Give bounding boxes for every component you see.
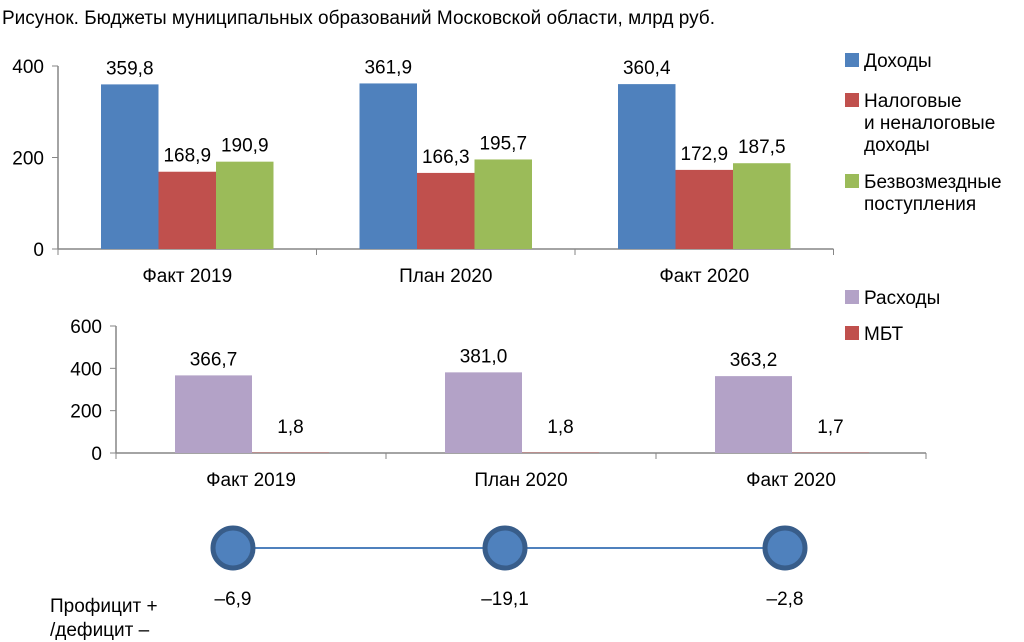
legend-label: МБТ bbox=[864, 324, 903, 345]
data-label: 366,7 bbox=[190, 349, 238, 370]
y-tick-label: 400 bbox=[70, 359, 102, 380]
bar bbox=[359, 83, 417, 249]
bar bbox=[445, 372, 522, 453]
bar bbox=[417, 172, 475, 249]
legend-label: поступления bbox=[864, 194, 976, 215]
x-tick-label: Факт 2020 bbox=[746, 470, 836, 491]
data-label: 1,7 bbox=[817, 417, 843, 438]
y-tick-label: 600 bbox=[70, 317, 102, 338]
legend-label: и неналоговые bbox=[864, 113, 995, 134]
bar bbox=[216, 161, 274, 249]
x-tick-label: План 2020 bbox=[474, 470, 567, 491]
bar bbox=[101, 84, 159, 249]
data-label: 381,0 bbox=[460, 346, 508, 367]
bar bbox=[618, 84, 676, 249]
y-tick-label: 200 bbox=[12, 149, 44, 170]
x-tick-label: Факт 2020 bbox=[659, 266, 749, 287]
y-tick-label: 0 bbox=[91, 444, 102, 465]
x-tick-label: Факт 2019 bbox=[206, 470, 296, 491]
legend-label: Безвозмездные bbox=[864, 172, 1002, 193]
series-label: Профицит + bbox=[50, 596, 158, 617]
y-tick-label: 0 bbox=[33, 240, 44, 261]
y-tick-label: 200 bbox=[70, 402, 102, 423]
chart-title: Рисунок. Бюджеты муниципальных образован… bbox=[2, 8, 715, 29]
legend-label: доходы bbox=[864, 135, 930, 156]
bar bbox=[715, 376, 792, 453]
bar bbox=[675, 169, 733, 249]
legend-swatch bbox=[845, 326, 859, 340]
legend-swatch bbox=[845, 53, 859, 67]
data-label: 1,8 bbox=[547, 417, 573, 438]
series-label: /дефицит – bbox=[50, 620, 150, 641]
data-label: 166,3 bbox=[422, 147, 470, 168]
legend-swatch bbox=[845, 174, 859, 188]
bar bbox=[158, 171, 216, 249]
data-label: 190,9 bbox=[221, 136, 269, 157]
bar bbox=[175, 375, 252, 453]
data-label: –2,8 bbox=[767, 589, 804, 610]
data-label: 363,2 bbox=[730, 350, 778, 371]
legend-swatch bbox=[845, 290, 859, 304]
legend-label: Доходы bbox=[864, 51, 932, 72]
legend-swatch bbox=[845, 93, 859, 107]
data-label: 361,9 bbox=[364, 57, 412, 78]
x-tick-label: План 2020 bbox=[399, 266, 492, 287]
data-label: 1,8 bbox=[277, 417, 303, 438]
data-point bbox=[210, 525, 256, 571]
data-point bbox=[482, 525, 528, 571]
data-label: 172,9 bbox=[680, 144, 728, 165]
bar bbox=[474, 159, 532, 249]
data-label: –19,1 bbox=[481, 589, 529, 610]
legend-label: Расходы bbox=[864, 288, 940, 309]
bar bbox=[733, 163, 791, 249]
x-tick-label: Факт 2019 bbox=[142, 266, 232, 287]
legend-label: Налоговые bbox=[864, 91, 962, 112]
data-point bbox=[762, 525, 808, 571]
data-label: –6,9 bbox=[215, 589, 252, 610]
data-label: 187,5 bbox=[738, 137, 786, 158]
data-label: 168,9 bbox=[163, 146, 211, 167]
y-tick-label: 400 bbox=[12, 57, 44, 78]
data-label: 359,8 bbox=[106, 58, 154, 79]
data-label: 360,4 bbox=[623, 58, 671, 79]
data-label: 195,7 bbox=[479, 133, 527, 154]
